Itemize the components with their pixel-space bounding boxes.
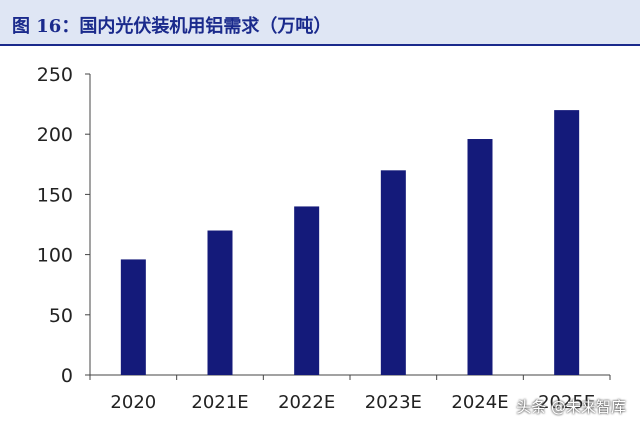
y-tick-label: 200 <box>37 124 73 146</box>
y-tick-label: 50 <box>49 305 73 327</box>
y-tick-label: 100 <box>37 245 73 267</box>
bar-chart: 0 50 100 150 200 250 2020 2021E 2022E 2023E 2024E 2… <box>37 64 611 413</box>
x-tick-label: 2025E <box>538 392 595 413</box>
bar-2021e <box>207 230 233 375</box>
x-tick-label: 2023E <box>365 392 422 413</box>
chart-header: 图 16：国内光伏装机用铝需求（万吨） <box>0 0 640 44</box>
y-tick-label: 150 <box>37 184 73 206</box>
y-tick-label: 250 <box>37 64 73 86</box>
x-tick-label: 2022E <box>278 392 335 413</box>
bar-2024e <box>467 139 493 375</box>
y-tick-label: 0 <box>61 365 73 387</box>
bar-2022e <box>294 206 320 375</box>
bar-2020 <box>120 259 146 375</box>
bar-2025e <box>554 110 580 376</box>
x-tick-label: 2021E <box>191 392 248 413</box>
bar-2023e <box>380 170 406 375</box>
header-divider <box>0 44 640 46</box>
x-tick-label: 2020 <box>110 392 156 413</box>
chart-title: 图 16：国内光伏装机用铝需求（万吨） <box>12 16 332 37</box>
watermark-text: 头条 @未来智库 <box>516 398 626 416</box>
x-tick-label: 2024E <box>451 392 508 413</box>
